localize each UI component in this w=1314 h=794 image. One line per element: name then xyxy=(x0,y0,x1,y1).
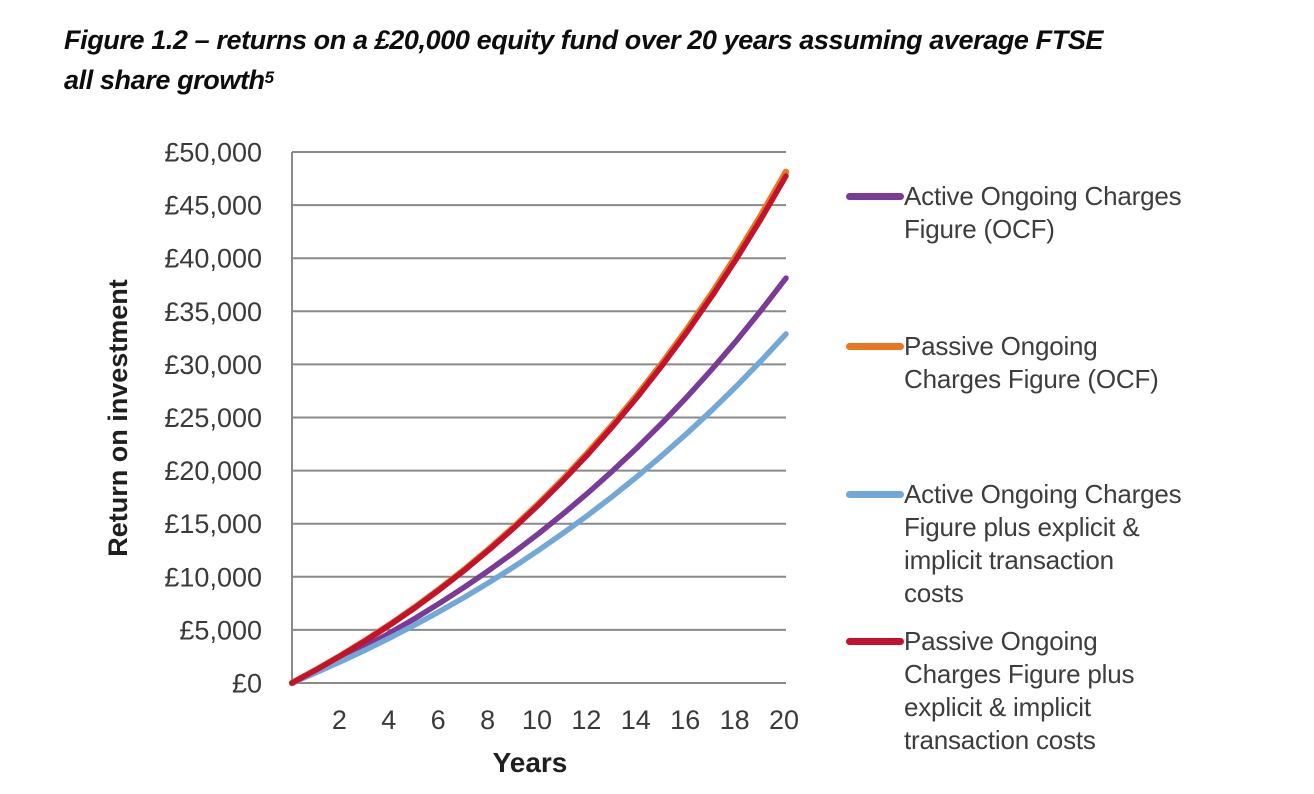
figure-title: Figure 1.2 – returns on a £20,000 equity… xyxy=(64,22,1314,99)
legend-item-passive-ocf: Passive Ongoing Charges Figure (OCF) xyxy=(846,330,1159,396)
y-tick-label: £35,000 xyxy=(164,297,262,327)
legend-swatch-passive-ocf-transaction-costs xyxy=(846,638,904,645)
legend-label-active-ocf: Active Ongoing Charges Figure (OCF) xyxy=(904,180,1182,246)
series-line-active-ocf xyxy=(289,275,789,686)
y-tick-label: £50,000 xyxy=(164,138,262,168)
legend-label-line: Charges Figure (OCF) xyxy=(904,364,1159,394)
legend-item-passive-ocf-transaction-costs: Passive Ongoing Charges Figure plus explic… xyxy=(846,625,1135,757)
legend-label-line: implicit transaction xyxy=(904,545,1114,575)
x-tick-label: 16 xyxy=(670,705,700,735)
legend-label-line: Active Ongoing Charges xyxy=(904,479,1182,509)
y-tick-label: £45,000 xyxy=(164,191,262,221)
legend-label-passive-ocf: Passive Ongoing Charges Figure (OCF) xyxy=(904,330,1159,396)
y-tick-label: £40,000 xyxy=(164,244,262,274)
footnote-marker: 5 xyxy=(264,68,274,87)
y-tick-label: £0 xyxy=(232,669,262,699)
figure-title-line2: all share growth5 xyxy=(64,65,274,95)
legend-label-line: transaction costs xyxy=(904,725,1096,755)
legend-swatch-active-ocf xyxy=(846,193,904,200)
legend-label-passive-ocf-transaction-costs: Passive Ongoing Charges Figure plus explic… xyxy=(904,625,1135,757)
legend-swatch-passive-ocf xyxy=(846,343,904,350)
legend-label-line: costs xyxy=(904,578,964,608)
x-tick-label: 10 xyxy=(522,705,552,735)
legend-item-active-ocf: Active Ongoing Charges Figure (OCF) xyxy=(846,180,1182,246)
series-line-active-ocf-transaction-costs xyxy=(289,331,789,686)
legend-label-line: Passive Ongoing xyxy=(904,331,1098,361)
legend-label-line: Figure (OCF) xyxy=(904,214,1055,244)
legend-label-active-ocf-transaction-costs: Active Ongoing Charges Figure plus explic… xyxy=(904,478,1182,610)
x-tick-label: 6 xyxy=(431,705,446,735)
legend-label-line: Active Ongoing Charges xyxy=(904,181,1182,211)
y-tick-label: £20,000 xyxy=(164,456,262,486)
x-axis-tick-labels: 2 4 6 8 10 12 14 16 18 20 xyxy=(332,705,799,735)
legend-label-line: Figure plus explicit & xyxy=(904,512,1140,542)
y-axis-tick-labels: £0 £5,000 £10,000 £15,000 £20,000 £25,000 £30,… xyxy=(164,138,262,699)
gridlines xyxy=(292,151,786,684)
legend-item-active-ocf-transaction-costs: Active Ongoing Charges Figure plus explic… xyxy=(846,478,1182,610)
series-line-passive-ocf xyxy=(288,168,790,687)
legend-swatch-active-ocf-transaction-costs xyxy=(846,491,904,498)
x-tick-label: 8 xyxy=(480,705,495,735)
legend-label-line: explicit & implicit xyxy=(904,692,1091,722)
y-tick-label: £25,000 xyxy=(164,403,262,433)
x-tick-label: 2 xyxy=(332,705,347,735)
x-tick-label: 4 xyxy=(381,705,396,735)
x-tick-label: 14 xyxy=(621,705,651,735)
y-axis-title: Return on investment xyxy=(103,279,133,557)
x-tick-label: 12 xyxy=(571,705,601,735)
y-tick-label: £15,000 xyxy=(164,509,262,539)
series-line-passive-ocf-transaction-costs xyxy=(289,173,789,686)
legend-label-line: Charges Figure plus xyxy=(904,659,1135,689)
x-axis-title: Years xyxy=(493,747,568,778)
y-tick-label: £10,000 xyxy=(164,562,262,592)
x-tick-label: 20 xyxy=(769,705,799,735)
y-tick-label: £5,000 xyxy=(179,615,262,645)
figure-title-line1: Figure 1.2 – returns on a £20,000 equity… xyxy=(64,25,1104,55)
y-tick-label: £30,000 xyxy=(164,350,262,380)
x-tick-label: 18 xyxy=(720,705,750,735)
chart-series-curves xyxy=(288,168,790,687)
legend-label-line: Passive Ongoing xyxy=(904,626,1098,656)
